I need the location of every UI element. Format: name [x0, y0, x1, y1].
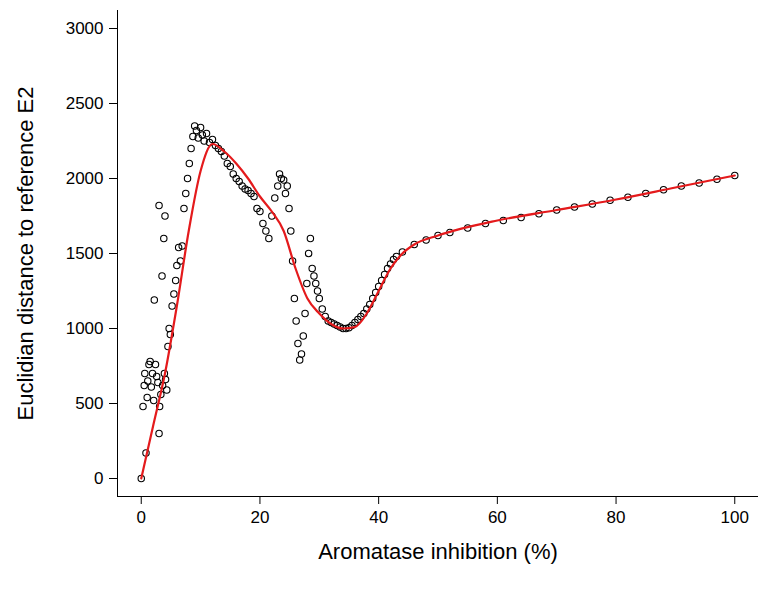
- svg-text:Aromatase inhibition (%): Aromatase inhibition (%): [318, 539, 558, 564]
- svg-text:3000: 3000: [66, 19, 104, 38]
- svg-text:500: 500: [75, 394, 103, 413]
- svg-text:2500: 2500: [66, 94, 104, 113]
- svg-text:40: 40: [369, 508, 388, 527]
- svg-text:1000: 1000: [66, 319, 104, 338]
- svg-text:100: 100: [721, 508, 749, 527]
- svg-text:80: 80: [607, 508, 626, 527]
- svg-text:20: 20: [250, 508, 269, 527]
- svg-text:60: 60: [488, 508, 507, 527]
- svg-text:0: 0: [94, 469, 103, 488]
- svg-text:0: 0: [137, 508, 146, 527]
- svg-text:1500: 1500: [66, 244, 104, 263]
- svg-text:Euclidian distance to referenc: Euclidian distance to reference E2: [13, 87, 38, 421]
- svg-text:2000: 2000: [66, 169, 104, 188]
